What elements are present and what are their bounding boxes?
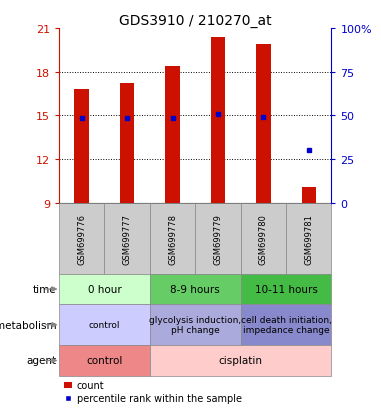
- Text: GSM699779: GSM699779: [213, 213, 223, 264]
- Bar: [59, 274, 150, 304]
- Text: GSM699780: GSM699780: [259, 213, 268, 264]
- Text: glycolysis induction,
pH change: glycolysis induction, pH change: [149, 315, 241, 335]
- Bar: [195, 203, 241, 274]
- Bar: [150, 304, 241, 346]
- Text: GSM699776: GSM699776: [77, 213, 86, 264]
- Bar: [241, 203, 286, 274]
- Bar: [241, 304, 331, 346]
- Text: 10-11 hours: 10-11 hours: [255, 285, 317, 294]
- Bar: [120, 84, 134, 203]
- Bar: [150, 203, 195, 274]
- Bar: [150, 346, 331, 376]
- Text: GSM699781: GSM699781: [304, 213, 313, 264]
- Legend: count, percentile rank within the sample: count, percentile rank within the sample: [64, 380, 242, 404]
- Text: 8-9 hours: 8-9 hours: [170, 285, 220, 294]
- Title: GDS3910 / 210270_at: GDS3910 / 210270_at: [119, 14, 272, 28]
- Bar: [150, 274, 241, 304]
- Bar: [256, 45, 271, 203]
- Bar: [301, 187, 316, 203]
- Bar: [241, 274, 331, 304]
- Bar: [59, 203, 104, 274]
- Bar: [59, 346, 150, 376]
- Text: 0 hour: 0 hour: [88, 285, 121, 294]
- Text: metabolism: metabolism: [0, 320, 56, 330]
- Bar: [75, 90, 89, 203]
- Text: cisplatin: cisplatin: [219, 356, 263, 366]
- Bar: [59, 304, 150, 346]
- Text: GSM699777: GSM699777: [123, 213, 132, 264]
- Bar: [104, 203, 150, 274]
- Text: control: control: [89, 320, 120, 330]
- Text: GSM699778: GSM699778: [168, 213, 177, 264]
- Text: agent: agent: [26, 356, 56, 366]
- Bar: [165, 66, 180, 203]
- Text: time: time: [33, 285, 56, 294]
- Bar: [211, 38, 225, 203]
- Text: control: control: [86, 356, 123, 366]
- Bar: [286, 203, 331, 274]
- Text: cell death initiation,
impedance change: cell death initiation, impedance change: [241, 315, 331, 335]
